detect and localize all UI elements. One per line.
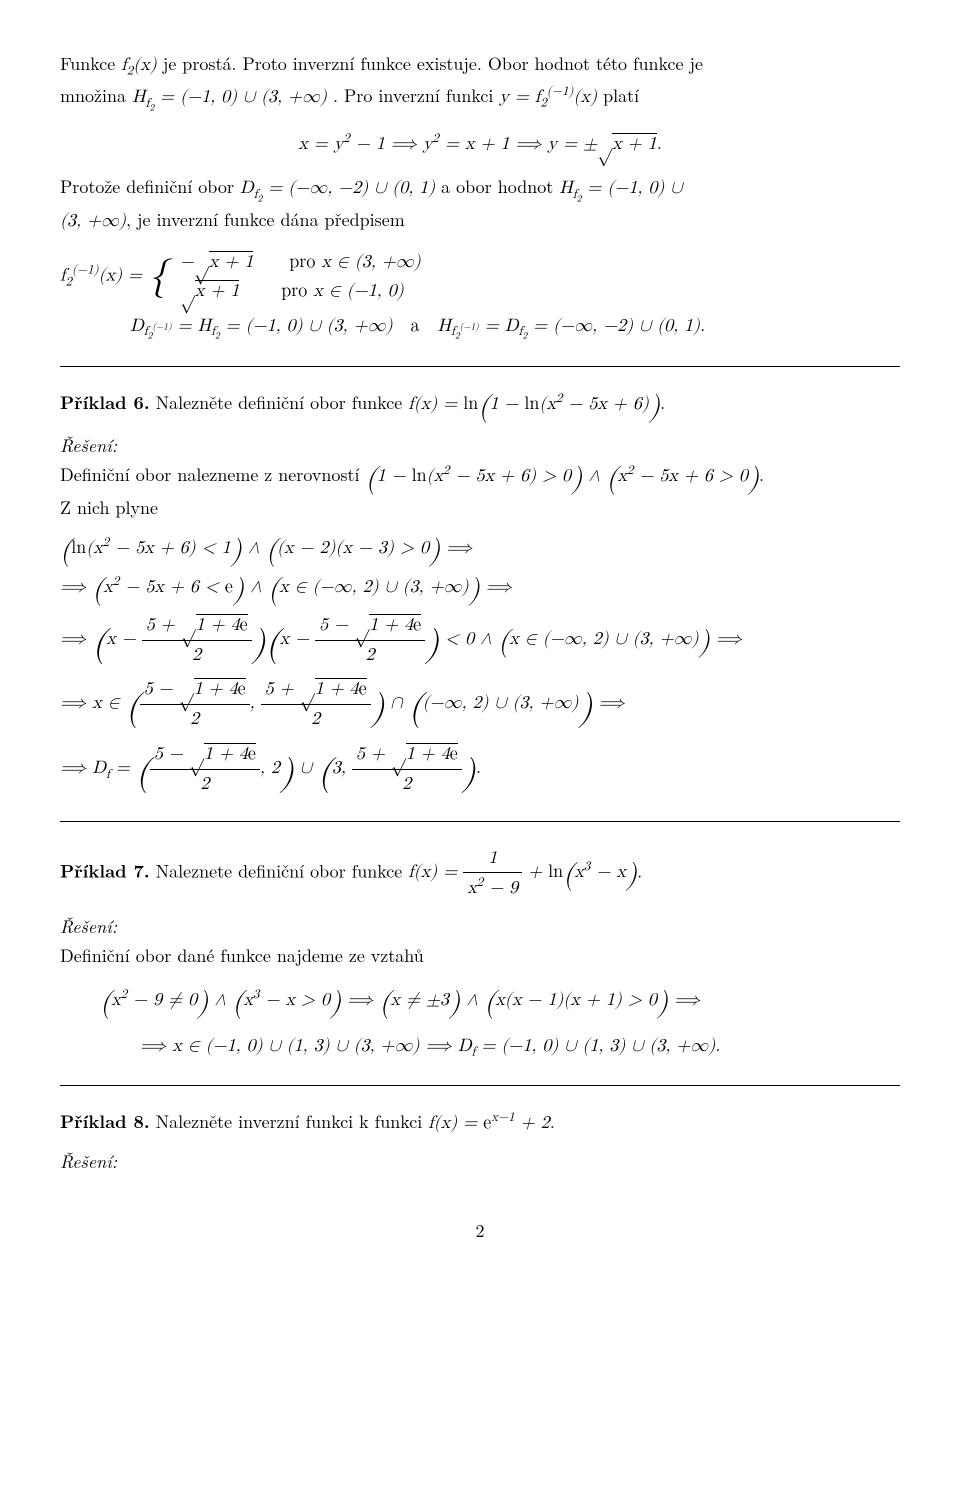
- divider: [60, 1085, 900, 1086]
- math-interval: (3, +∞): [60, 212, 126, 230]
- text: a obor hodnot: [441, 174, 559, 199]
- ex6-ineq: (1 − ln(x2 − 5x + 6) > 0) ∧ (x2 − 5x + 6…: [365, 467, 759, 485]
- ex6-chain-l2: ⟹ (x2 − 5x + 6 < e) ∧ (x ∈ (−∞, 2) ∪ (3,…: [60, 572, 900, 605]
- eq-1: x = y2 − 1 ⟹ y2 = x + 1 ⟹ y = ±√x + 1.: [60, 129, 900, 159]
- ex6-chain-l5: ⟹ Df = (5 − √1 + 4e2, 2) ∪ (3, 5 + √1 + …: [60, 740, 900, 799]
- inverse-def: f2(−1)(x) = { −√x + 1 pro x ∈ (3, +∞) √x…: [60, 248, 900, 306]
- example-7: Příklad 7. Naleznete definiční obor funk…: [60, 844, 900, 904]
- ex7-fx: f(x) = 1x2 − 9 + ln(x3 − x): [408, 863, 637, 881]
- domain-line: Df2(−1) = Hf2 = (−1, 0) ∪ (3, +∞) a Hf2(…: [130, 312, 900, 344]
- reseni-label: Řešení:: [60, 433, 117, 458]
- reseni-7: Řešení: Definiční obor dané funkce najde…: [60, 913, 900, 971]
- text: Naleznete definiční obor funkce: [156, 858, 409, 883]
- example-6: Příklad 6. Nalezněte definiční obor funk…: [60, 389, 900, 422]
- page-number: 2: [60, 1217, 900, 1246]
- text: Definiční obor dané funkce najdeme ze vz…: [60, 943, 424, 968]
- text: , je inverzní funkce dána předpisem: [126, 207, 405, 232]
- math-f2x: f2(x): [121, 56, 157, 74]
- ex8-fx: f(x) = ex−1 + 2.: [428, 1114, 554, 1132]
- text: .: [759, 462, 764, 487]
- ex6-chain-l3: ⟹ (x − 5 + √1 + 4e2)(x − 5 − √1 + 4e2) <…: [60, 611, 900, 670]
- text: . Pro inverzní funkci: [333, 83, 499, 108]
- math-yeq: y = f2(−1)(x): [499, 88, 597, 106]
- text: Z nich plyne: [60, 495, 158, 520]
- math-Hf2: Hf2 = (−1, 0) ∪ (3, +∞): [132, 88, 327, 106]
- ex6-chain-l4: ⟹ x ∈ (5 − √1 + 4e2, 5 + √1 + 4e2) ∩ ((−…: [60, 675, 900, 734]
- text: Definiční obor nalezneme z nerovností: [60, 462, 365, 487]
- ex6-fx: f(x) = ln(1 − ln(x2 − 5x + 6)): [408, 395, 660, 413]
- ex8-title: Příklad 8.: [60, 1109, 150, 1134]
- math-Df2: Df2 = (−∞, −2) ∪ (0, 1): [240, 179, 435, 197]
- reseni-6: Řešení: Definiční obor nalezneme z nerov…: [60, 432, 900, 523]
- para-1: Funkce f2(x) je prostá. Proto inverzní f…: [60, 50, 900, 115]
- text: je prostá. Proto inverzní funkce existuj…: [163, 51, 703, 76]
- ex6-title: Příklad 6.: [60, 390, 150, 415]
- divider: [60, 366, 900, 367]
- text: Nalezněte inverzní funkci k funkci: [156, 1109, 429, 1134]
- text: Funkce: [60, 51, 121, 76]
- para-2: Protože definiční obor Df2 = (−∞, −2) ∪ …: [60, 173, 900, 236]
- example-8: Příklad 8. Nalezněte inverzní funkci k f…: [60, 1108, 900, 1138]
- ex7-title: Příklad 7.: [60, 858, 150, 883]
- reseni-label: Řešení:: [60, 914, 117, 939]
- ex7-chain-l1: (x2 − 9 ≠ 0) ∧ (x3 − x > 0) ⟹ (x ≠ ±3) ∧…: [100, 985, 900, 1018]
- ex6-chain-l1: (ln(x2 − 5x + 6) < 1) ∧ ((x − 2)(x − 3) …: [60, 533, 900, 566]
- divider: [60, 821, 900, 822]
- ex7-chain-l2: ⟹ x ∈ (−1, 0) ∪ (1, 3) ∪ (3, +∞) ⟹ Df = …: [140, 1032, 900, 1063]
- reseni-8: Řešení:: [60, 1148, 900, 1177]
- text: Nalezněte definiční obor funkce: [156, 390, 409, 415]
- reseni-label: Řešení:: [60, 1149, 117, 1174]
- text: Protože definiční obor: [60, 174, 240, 199]
- text: množina: [60, 83, 132, 108]
- math-Hf2b: Hf2 = (−1, 0) ∪: [559, 179, 682, 197]
- text: platí: [603, 83, 639, 108]
